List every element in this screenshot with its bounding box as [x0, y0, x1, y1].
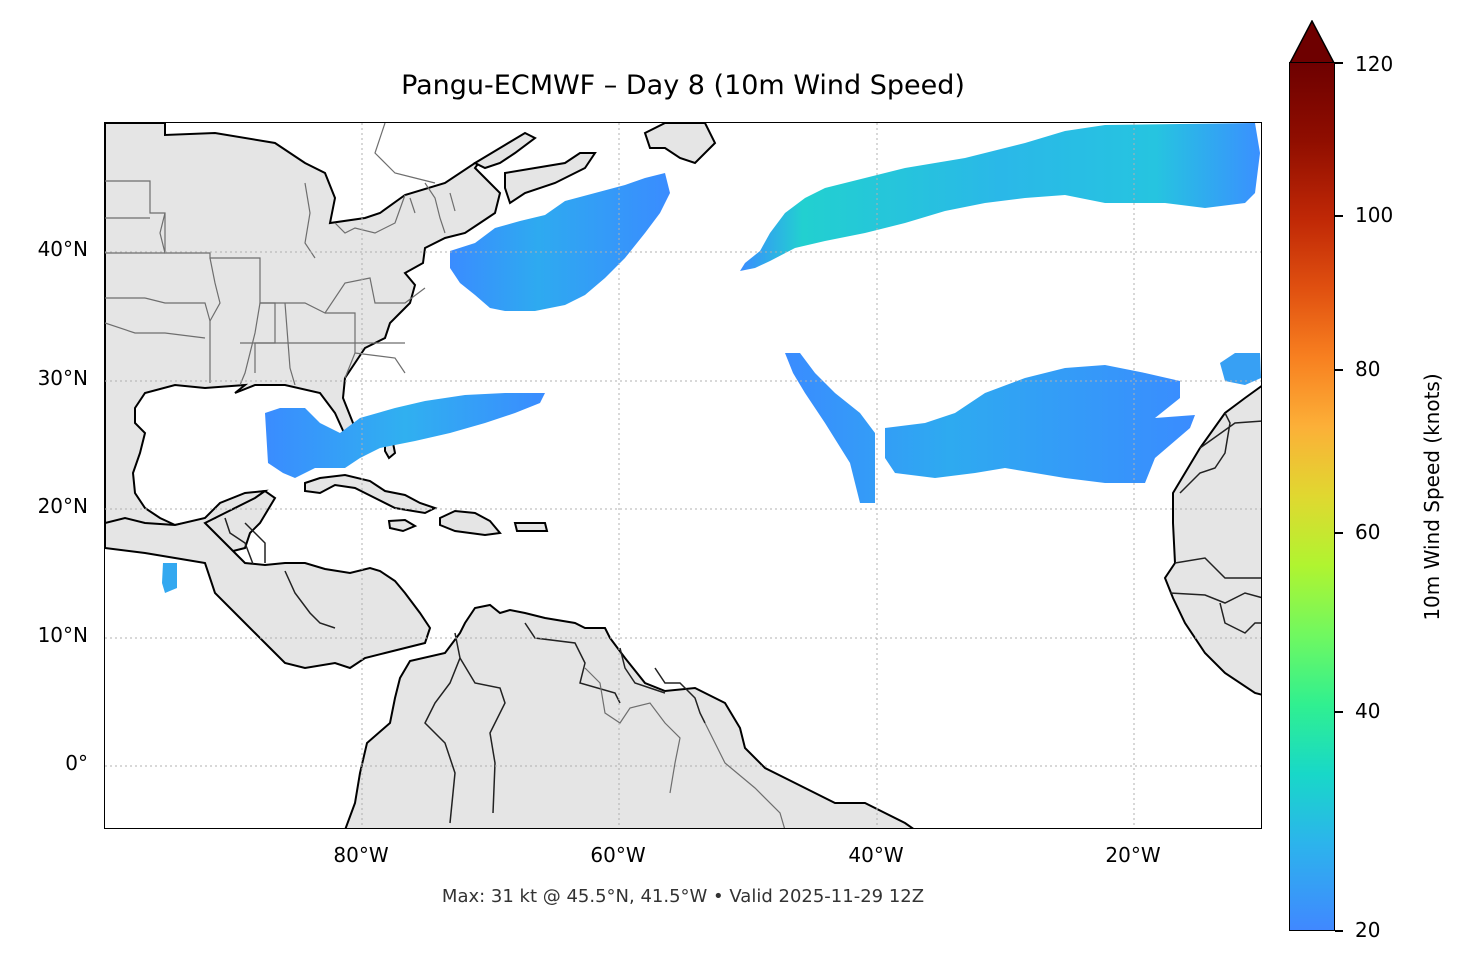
lon-tick-label: 60°W — [590, 843, 646, 867]
gridlines — [105, 123, 1261, 828]
colorbar-tick-label: 80 — [1355, 357, 1381, 381]
colorbar-label: 10m Wind Speed (knots) — [1420, 373, 1444, 621]
colorbar — [1289, 62, 1335, 931]
lat-tick-label: 10°N — [37, 623, 88, 647]
map-title: Pangu-ECMWF – Day 8 (10m Wind Speed) — [401, 70, 965, 101]
colorbar-tick-label: 100 — [1355, 203, 1394, 227]
sub-borders — [584, 667, 786, 828]
map-canvas — [105, 123, 1261, 828]
lat-tick-label: 0° — [65, 751, 88, 775]
lon-tick-label: 40°W — [848, 843, 904, 867]
lat-tick-label: 20°N — [37, 494, 88, 518]
country-borders — [224, 412, 1261, 824]
lon-tick-label: 80°W — [333, 843, 389, 867]
colorbar-tick — [1335, 532, 1343, 534]
map-plot-area — [104, 122, 1262, 829]
colorbar-tick — [1335, 62, 1343, 64]
colorbar-tick — [1335, 215, 1343, 217]
land-masses — [105, 123, 1261, 828]
wind-region-northeast-us — [450, 173, 670, 311]
wind-region-central-atlantic — [785, 353, 1195, 503]
state-borders — [105, 123, 456, 386]
colorbar-tick-label: 120 — [1355, 52, 1394, 76]
wind-region-north-atlantic-band — [740, 123, 1260, 271]
max-valid-annotation: Max: 31 kt @ 45.5°N, 41.5°W • Valid 2025… — [441, 886, 925, 907]
wind-speed-field — [162, 123, 1261, 593]
wind-region-east-pacific — [162, 563, 177, 593]
colorbar-tick-label: 20 — [1355, 918, 1381, 942]
colorbar-extend-arrow — [1289, 20, 1335, 64]
wind-region-gulf-bahamas — [265, 393, 545, 478]
colorbar-tick-label: 60 — [1355, 520, 1381, 544]
colorbar-tick-label: 40 — [1355, 699, 1381, 723]
lat-tick-label: 40°N — [37, 237, 88, 261]
lon-tick-label: 20°W — [1105, 843, 1161, 867]
wind-region-canary — [1220, 353, 1261, 385]
lat-tick-label: 30°N — [37, 366, 88, 390]
colorbar-tick — [1335, 369, 1343, 371]
colorbar-tick — [1335, 930, 1343, 932]
colorbar-tick — [1335, 711, 1343, 713]
